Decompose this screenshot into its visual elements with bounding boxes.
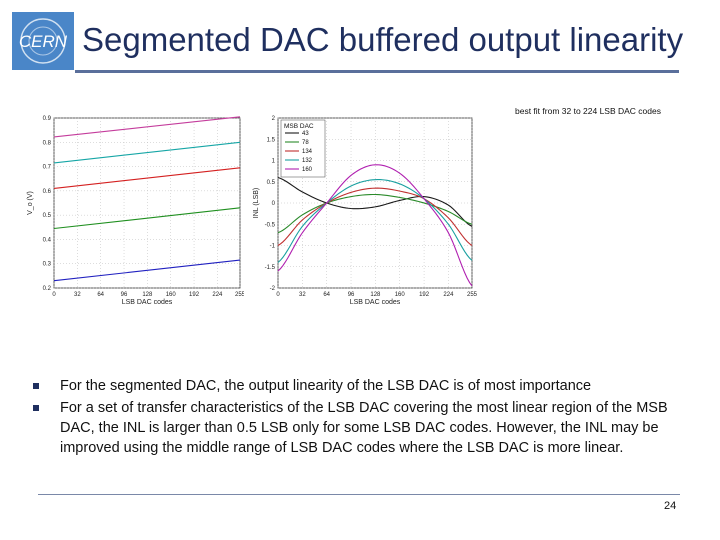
legend-entry: 132 bbox=[302, 158, 313, 164]
bullet-list: For the segmented DAC, the output linear… bbox=[33, 376, 688, 460]
bullet-text: For the segmented DAC, the output linear… bbox=[60, 378, 592, 394]
plot-area bbox=[53, 117, 241, 289]
x-tick-label: 128 bbox=[370, 292, 381, 298]
cern-logo: CERN bbox=[12, 12, 74, 70]
x-tick-label: 224 bbox=[443, 292, 454, 298]
x-tick-label: 96 bbox=[121, 292, 128, 298]
y-tick-label: 0.4 bbox=[43, 237, 52, 243]
x-tick-label: 32 bbox=[299, 292, 306, 298]
series-line-3 bbox=[53, 207, 241, 230]
y-tick-label: -0.5 bbox=[265, 222, 276, 228]
inl-chart: 0 32 64 96 128 160 192 224 255 -2 -1.5 -1 -0.5 0 0.5 1 1… bbox=[253, 116, 478, 306]
series-line-2 bbox=[277, 187, 473, 246]
square-bullet-icon bbox=[33, 383, 39, 389]
bullet-item: For a set of transfer characteristics of… bbox=[33, 398, 688, 458]
legend-title: MSB DAC bbox=[284, 123, 314, 130]
legend-entry: 78 bbox=[302, 140, 309, 146]
fit-note: best fit from 32 to 224 LSB DAC codes bbox=[515, 106, 661, 116]
x-axis-label: LSB DAC codes bbox=[122, 299, 173, 306]
y-tick-label: 0 bbox=[272, 201, 276, 207]
y-tick-label: 0.6 bbox=[43, 189, 52, 195]
legend-entry: 134 bbox=[302, 149, 313, 155]
y-tick-label: 1.5 bbox=[267, 137, 276, 143]
bullet-text: For a set of transfer characteristics of… bbox=[60, 400, 668, 456]
x-tick-label: 192 bbox=[419, 292, 430, 298]
x-tick-label: 0 bbox=[52, 292, 56, 298]
y-axis-label: V_o (V) bbox=[27, 191, 34, 215]
x-tick-label: 96 bbox=[348, 292, 355, 298]
series-line-2 bbox=[53, 167, 241, 189]
y-tick-label: 0.8 bbox=[43, 140, 52, 146]
footer-rule bbox=[38, 494, 680, 495]
x-tick-label: 0 bbox=[276, 292, 280, 298]
series-line-3 bbox=[277, 179, 473, 263]
y-tick-label: 1 bbox=[272, 159, 276, 165]
x-axis-label: LSB DAC codes bbox=[350, 299, 401, 306]
y-tick-label: 0.5 bbox=[43, 213, 52, 219]
y-tick-label: 0.3 bbox=[43, 262, 52, 268]
x-tick-label: 64 bbox=[323, 292, 330, 298]
series-line-4 bbox=[53, 259, 241, 282]
logo-text: CERN bbox=[19, 32, 68, 51]
series-line-1 bbox=[277, 193, 473, 234]
slide-title: Segmented DAC buffered output linearity bbox=[82, 21, 684, 58]
x-tick-label: 255 bbox=[467, 292, 478, 298]
x-tick-label: 128 bbox=[142, 292, 153, 298]
x-tick-label: 64 bbox=[97, 292, 104, 298]
y-tick-label: 0.5 bbox=[267, 180, 276, 186]
y-tick-label: -1 bbox=[270, 244, 276, 250]
series-line-0 bbox=[53, 116, 241, 138]
series-line-1 bbox=[53, 141, 241, 164]
x-tick-label: 160 bbox=[166, 292, 177, 298]
series-line-0 bbox=[277, 176, 473, 227]
x-tick-label: 32 bbox=[74, 292, 81, 298]
y-tick-label: 0.2 bbox=[43, 286, 52, 292]
y-tick-label: 2 bbox=[272, 116, 276, 122]
x-tick-label: 224 bbox=[212, 292, 223, 298]
page-number: 24 bbox=[664, 500, 677, 512]
legend-entry: 43 bbox=[302, 131, 309, 137]
x-tick-label: 160 bbox=[395, 292, 406, 298]
y-axis-label: INL (LSB) bbox=[253, 188, 260, 218]
series-line-4 bbox=[277, 164, 473, 287]
bullet-item: For the segmented DAC, the output linear… bbox=[33, 376, 688, 396]
legend-entry: 160 bbox=[302, 167, 313, 173]
y-tick-label: 0.7 bbox=[43, 165, 52, 171]
x-tick-label: 192 bbox=[189, 292, 200, 298]
y-tick-label: -2 bbox=[270, 286, 276, 292]
y-tick-label: -1.5 bbox=[265, 265, 276, 271]
y-tick-label: 0.9 bbox=[43, 116, 52, 122]
title-underline bbox=[75, 70, 679, 73]
legend-box bbox=[280, 119, 326, 178]
square-bullet-icon bbox=[33, 405, 39, 411]
output-voltage-chart: 0 32 64 96 128 160 192 224 255 0.2 0.3 0.4 0.5 0.6 0.7… bbox=[27, 116, 244, 306]
x-tick-label: 255 bbox=[235, 292, 244, 298]
